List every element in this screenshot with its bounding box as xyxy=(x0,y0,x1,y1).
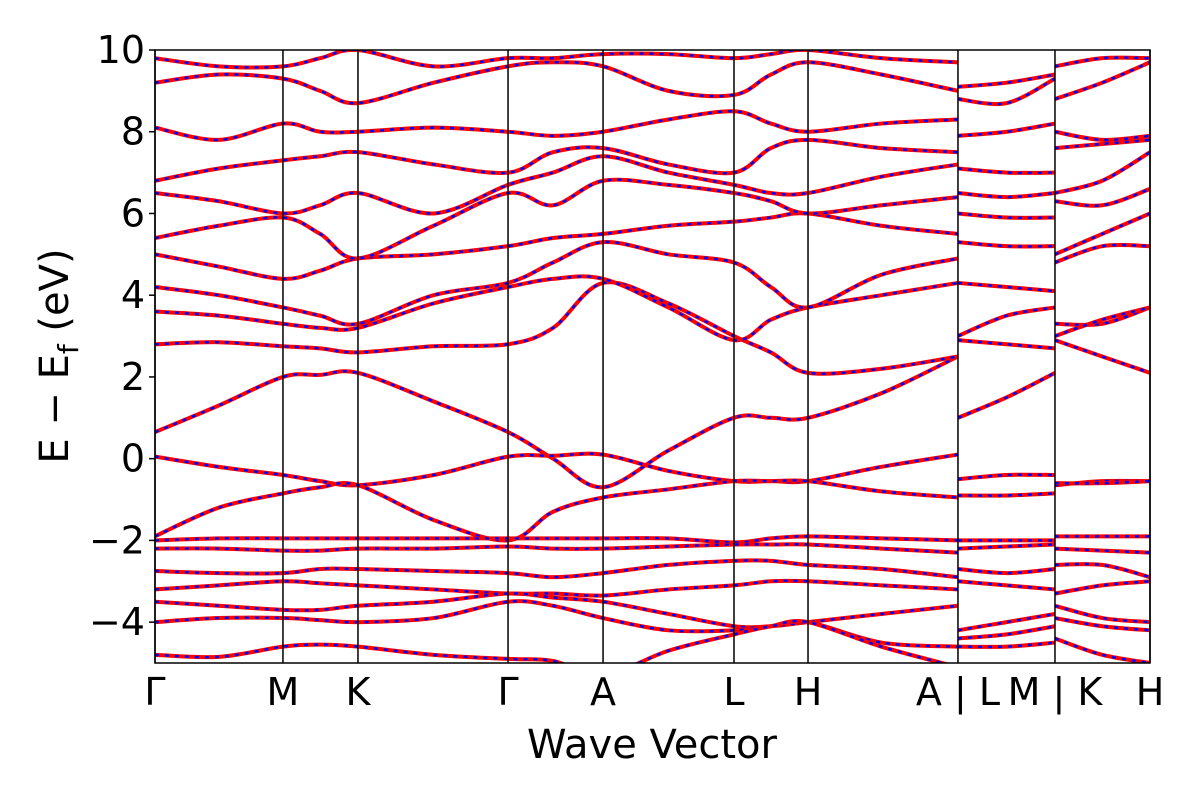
x-tick-label: H xyxy=(1136,670,1165,714)
x-tick-label: A xyxy=(590,670,616,714)
band-line-dashed xyxy=(155,281,1150,375)
band-line-dashed xyxy=(155,535,1150,544)
band-line-dashed xyxy=(155,275,1150,342)
y-tick-label: 6 xyxy=(121,191,145,235)
y-tick-label: 0 xyxy=(121,437,145,481)
band-line-dashed xyxy=(155,178,1150,260)
x-axis-label: Wave Vector xyxy=(527,722,778,768)
y-tick-label: −4 xyxy=(89,600,145,644)
y-tick-label: 8 xyxy=(121,110,145,154)
band-line-dashed xyxy=(155,240,1150,326)
x-tick-label: K xyxy=(346,670,372,714)
band-line-dashed xyxy=(155,110,1150,142)
x-tick-label: H xyxy=(794,670,823,714)
band-line-dashed xyxy=(155,559,1150,579)
y-tick-label: 2 xyxy=(121,355,145,399)
x-tick-label: M xyxy=(267,670,300,714)
band-line-dashed xyxy=(155,338,1150,489)
band-line-dashed xyxy=(155,542,1150,554)
y-tick-label: 10 xyxy=(97,28,145,72)
band-line-dashed xyxy=(155,50,1150,89)
x-tick-label: M | K xyxy=(1008,670,1104,715)
band-line-dashed xyxy=(155,60,1150,106)
x-tick-label: Γ xyxy=(497,670,518,714)
band-line-dashed xyxy=(155,579,1150,597)
y-tick-label: 4 xyxy=(121,273,145,317)
x-tick-label: Γ xyxy=(144,670,165,714)
band-line-dashed xyxy=(155,138,1150,183)
y-tick-label: −2 xyxy=(89,518,145,562)
y-axis-label: E − Ef (eV) xyxy=(32,248,85,463)
band-line-dashed xyxy=(155,151,1150,215)
y-label-unit: (eV) xyxy=(32,248,78,344)
y-label-sub: f xyxy=(52,343,85,354)
band-line-dashed xyxy=(155,479,1150,542)
band-line-dashed xyxy=(155,619,1150,663)
x-tick-label: A | L xyxy=(916,670,1000,715)
band-line-dashed xyxy=(155,592,1150,632)
bands xyxy=(155,50,1150,663)
x-tick-label: L xyxy=(723,670,744,714)
y-label-main: E − E xyxy=(32,354,78,464)
